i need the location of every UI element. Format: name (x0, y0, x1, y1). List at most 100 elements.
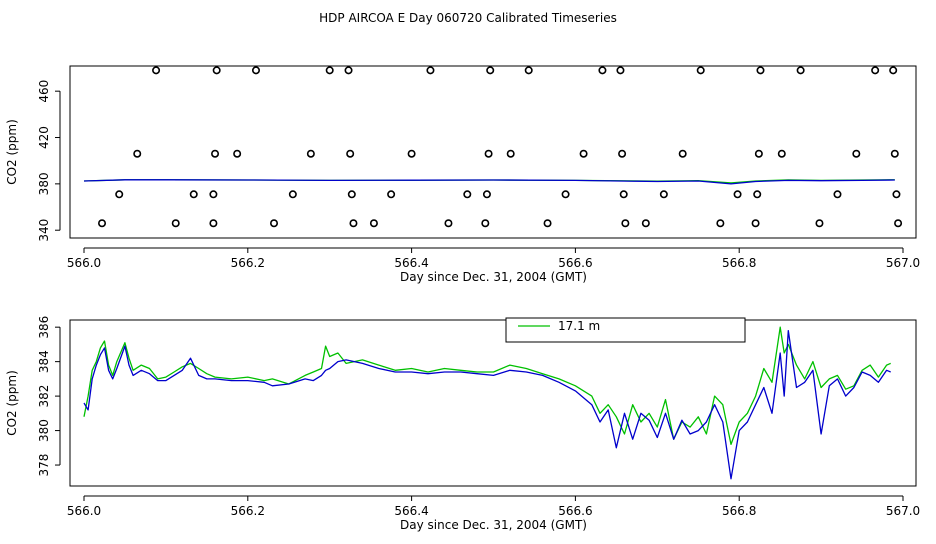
data-point-marker (618, 149, 627, 158)
data-point-marker (426, 66, 435, 75)
series-line-blue (83, 179, 895, 185)
x-tick-label: 567.0 (886, 504, 920, 518)
data-point-marker (894, 219, 903, 228)
x-tick-label: 566.6 (558, 504, 592, 518)
bottom-panel: 566.0 566.2 566.4 566.6 566.8 567.0 378 380 382 3… (5, 316, 920, 532)
data-point-marker (347, 190, 356, 199)
data-point-marker (211, 149, 220, 158)
data-point-marker (889, 66, 898, 75)
data-point-marker (98, 219, 107, 228)
data-point-marker (890, 149, 899, 158)
y-tick-label: 384 (37, 350, 51, 373)
data-point-marker (777, 149, 786, 158)
data-point-marker (561, 190, 570, 199)
bottom-marks (83, 326, 891, 480)
data-point-marker (463, 190, 472, 199)
data-point-marker (306, 149, 315, 158)
data-point-marker (209, 190, 218, 199)
data-point-marker (152, 66, 161, 75)
data-point-marker (733, 190, 742, 199)
x-tick-label: 566.2 (231, 256, 265, 270)
data-point-marker (133, 149, 142, 158)
y-tick-label: 420 (37, 126, 51, 149)
data-point-marker (892, 190, 901, 199)
data-point-marker (407, 149, 416, 158)
top-axes: 566.0 566.2 566.4 566.6 566.8 567.0 340 380 420 4… (37, 80, 920, 270)
data-point-marker (189, 190, 198, 199)
data-point-marker (506, 149, 515, 158)
data-point-marker (482, 190, 491, 199)
data-point-marker (387, 190, 396, 199)
y-tick-label: 340 (37, 219, 51, 242)
data-point-marker (696, 66, 705, 75)
x-tick-label: 566.6 (558, 256, 592, 270)
data-point-marker (619, 190, 628, 199)
data-point-marker (484, 149, 493, 158)
data-point-marker (270, 219, 279, 228)
x-tick-label: 566.0 (67, 256, 101, 270)
data-point-marker (369, 219, 378, 228)
data-point-marker (678, 149, 687, 158)
x-tick-label: 566.4 (394, 504, 428, 518)
y-tick-label: 380 (37, 172, 51, 195)
data-point-marker (171, 219, 180, 228)
x-tick-label: 567.0 (886, 256, 920, 270)
x-tick-label: 566.8 (722, 256, 756, 270)
bottom-x-axis-label: Day since Dec. 31, 2004 (GMT) (400, 518, 587, 532)
data-point-marker (756, 66, 765, 75)
legend-box (505, 317, 746, 343)
y-tick-label: 460 (37, 80, 51, 103)
top-y-axis-label: CO2 (ppm) (5, 119, 19, 185)
data-point-marker (579, 149, 588, 158)
data-point-marker (641, 219, 650, 228)
y-tick-label: 378 (37, 454, 51, 477)
data-point-marker (833, 190, 842, 199)
legend-label-series-1: 17.1 m (558, 319, 600, 333)
data-point-marker (349, 219, 358, 228)
data-point-marker (754, 149, 763, 158)
bottom-plot-frame (69, 319, 917, 487)
data-point-marker (796, 66, 805, 75)
data-point-marker (209, 219, 218, 228)
data-point-marker (288, 190, 297, 199)
data-point-marker (444, 219, 453, 228)
data-point-marker (616, 66, 625, 75)
x-tick-label: 566.2 (231, 504, 265, 518)
top-marks (83, 66, 903, 228)
data-point-marker (115, 190, 124, 199)
data-point-marker (716, 219, 725, 228)
data-point-marker (598, 66, 607, 75)
data-point-marker (751, 219, 760, 228)
data-point-marker (486, 66, 495, 75)
data-point-marker (871, 66, 880, 75)
x-tick-label: 566.8 (722, 504, 756, 518)
x-tick-label: 566.0 (67, 504, 101, 518)
y-tick-label: 382 (37, 385, 51, 408)
y-tick-label: 386 (37, 316, 51, 339)
data-point-marker (659, 190, 668, 199)
top-plot-frame (69, 65, 917, 239)
bottom-axes: 566.0 566.2 566.4 566.6 566.8 567.0 378 380 382 3… (37, 316, 920, 518)
data-point-marker (233, 149, 242, 158)
bottom-y-axis-label: CO2 (ppm) (5, 370, 19, 436)
top-x-axis-label: Day since Dec. 31, 2004 (GMT) (400, 270, 587, 284)
chart-title: HDP AIRCOA E Day 060720 Calibrated Times… (319, 11, 617, 25)
data-point-marker (344, 66, 353, 75)
data-point-marker (212, 66, 221, 75)
legend: 17.1 m (505, 317, 746, 343)
data-point-marker (543, 219, 552, 228)
data-point-marker (852, 149, 861, 158)
data-point-marker (481, 219, 490, 228)
y-tick-label: 380 (37, 419, 51, 442)
data-point-marker (346, 149, 355, 158)
data-point-marker (621, 219, 630, 228)
top-panel: 566.0 566.2 566.4 566.6 566.8 567.0 340 380 420 4… (5, 65, 920, 284)
data-point-marker (251, 66, 260, 75)
series-line-blue (83, 329, 891, 480)
data-point-marker (753, 190, 762, 199)
data-point-marker (524, 66, 533, 75)
series-line-green (83, 326, 891, 446)
x-tick-label: 566.4 (394, 256, 428, 270)
